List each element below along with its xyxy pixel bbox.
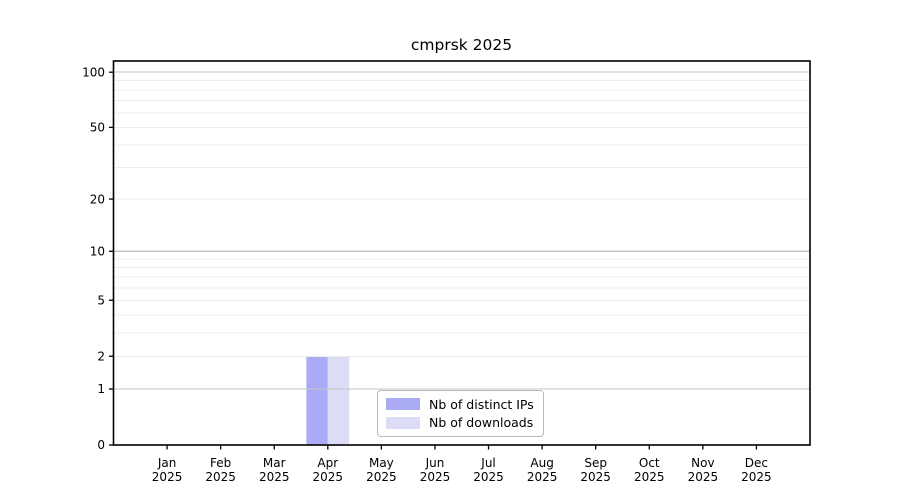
- plot-border: [112, 60, 811, 446]
- x-tick-label-month: Oct: [639, 456, 660, 470]
- x-tick-label-month: Dec: [745, 456, 768, 470]
- legend-swatch-downloads-icon: [386, 416, 420, 429]
- major-gridlines: [113, 71, 810, 390]
- chart-title: cmprsk 2025: [410, 36, 513, 54]
- legend-item-downloads: Nb of downloads: [386, 415, 535, 430]
- x-axis-labels: Jan2025Feb2025Mar2025Apr2025May2025Jun20…: [152, 456, 772, 484]
- minor-gridlines: [113, 80, 810, 357]
- bar-downloads-apr: [327, 356, 350, 445]
- y-tick-label: 2: [97, 349, 105, 363]
- x-tick-label-year: 2025: [420, 470, 451, 484]
- bars-group: [306, 356, 350, 445]
- x-tick-label-year: 2025: [688, 470, 719, 484]
- x-tick-label-year: 2025: [580, 470, 611, 484]
- x-tick-label-month: Jul: [480, 456, 495, 470]
- x-tick-label-month: Nov: [691, 456, 714, 470]
- x-tick-label-month: Apr: [317, 456, 338, 470]
- y-tick-label: 1: [97, 382, 105, 396]
- x-tick-label-year: 2025: [473, 470, 504, 484]
- x-tick-label-month: Sep: [584, 456, 607, 470]
- x-tick-label-month: Feb: [210, 456, 231, 470]
- x-tick-label-year: 2025: [366, 470, 397, 484]
- x-tick-label-year: 2025: [259, 470, 290, 484]
- bar-distinct-ips-apr: [306, 356, 328, 445]
- y-tick-label: 20: [90, 192, 105, 206]
- y-axis-labels: 0 1 2 5 10 20 50 100: [82, 65, 105, 452]
- x-tick-label-year: 2025: [634, 470, 665, 484]
- x-tick-label-month: Aug: [530, 456, 553, 470]
- x-tick-label-year: 2025: [152, 470, 183, 484]
- tick-marks: [109, 71, 758, 450]
- legend-label-distinct-ips: Nb of distinct IPs: [429, 396, 534, 412]
- x-tick-label-month: Jan: [157, 456, 177, 470]
- x-tick-label-month: Mar: [263, 456, 286, 470]
- x-tick-label-year: 2025: [527, 470, 558, 484]
- legend-swatch-distinct-ips-icon: [386, 398, 420, 411]
- legend: Nb of distinct IPs Nb of downloads: [377, 390, 544, 437]
- legend-label-downloads: Nb of downloads: [429, 415, 534, 431]
- y-tick-label: 5: [97, 293, 105, 307]
- y-tick-label: 10: [90, 244, 105, 258]
- legend-item-distinct-ips: Nb of distinct IPs: [386, 397, 535, 412]
- y-tick-label: 0: [97, 438, 105, 452]
- x-tick-label-year: 2025: [313, 470, 344, 484]
- y-tick-label: 100: [82, 65, 105, 79]
- x-tick-label-month: May: [369, 456, 394, 470]
- x-tick-label-year: 2025: [205, 470, 236, 484]
- x-tick-label-year: 2025: [741, 470, 772, 484]
- x-tick-label-month: Jun: [425, 456, 445, 470]
- y-tick-label: 50: [90, 121, 105, 135]
